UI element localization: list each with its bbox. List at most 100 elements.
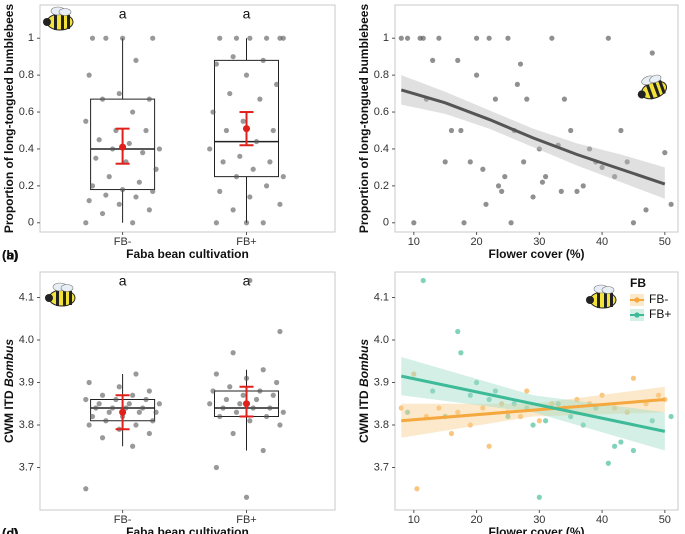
data-point [217,413,223,420]
data-point [599,392,605,398]
data-point [521,159,527,165]
data-point [140,150,146,156]
data-point [136,179,142,185]
data-point [210,109,216,115]
data-point [86,72,92,78]
data-point [420,277,426,284]
y-tick-label: 4.0 [374,334,389,346]
data-point [220,159,226,165]
data-point [605,35,611,41]
data-point [123,405,129,411]
data-point [99,392,106,398]
data-point [655,392,662,398]
data-point [536,418,542,424]
data-point [86,379,92,386]
y-tick-label: 3.8 [374,419,389,431]
mean-point [243,125,250,133]
data-point [467,392,473,398]
data-point [574,188,580,194]
data-point [277,422,283,428]
data-point [150,35,156,41]
plot-frame [394,4,679,233]
data-point [89,413,96,420]
data-point [140,405,146,411]
data-point [150,418,156,424]
data-point [404,35,411,41]
y-tick-label: 3.9 [374,376,389,388]
legend-dot [634,312,640,318]
data-point [220,405,226,411]
data-point [93,155,99,161]
data-point [247,35,253,41]
data-point [99,96,106,102]
data-point [404,409,411,415]
data-point [530,422,536,428]
data-point [83,396,89,403]
data-point [83,220,89,226]
data-point [461,220,467,226]
data-point [263,413,270,420]
y-axis-title: Proportion of long-tongued bumblebees [2,4,16,234]
data-point [233,174,240,180]
x-axis-title: Flower cover (%) [488,525,584,534]
data-point [530,194,536,200]
data-point [207,401,213,407]
data-point [146,388,152,394]
data-point [86,198,92,204]
panel-label: (a) [2,247,18,262]
data-point [649,418,655,424]
data-point [270,392,276,398]
data-point [605,460,611,466]
x-tick-label: FB+ [236,236,256,248]
data-point [213,61,219,67]
data-point [420,35,426,41]
y-tick-label: 0.4 [374,143,389,155]
data-point [133,194,139,200]
data-point [240,118,246,124]
data-point [93,405,99,411]
data-point [263,35,270,41]
data-point [230,207,236,213]
data-point [455,57,461,63]
data-point [398,35,404,41]
data-point [96,137,102,143]
data-point [109,405,116,411]
data-point [153,409,159,415]
data-point [517,413,524,420]
data-point [480,405,486,411]
data-point [126,401,132,407]
data-point [213,220,219,226]
data-point [643,207,649,213]
data-point [280,35,286,41]
data-point [240,392,246,398]
panel-label: (b) [2,247,19,262]
y-axis-title: CWM ITD Bombus [357,339,371,443]
data-point [257,96,263,102]
y-axis-title-italic: Bombus [2,339,16,387]
bee-icon [632,70,670,104]
data-point [580,183,586,189]
data-point [230,54,236,60]
data-point [473,72,480,78]
data-point [223,127,230,134]
significance-letter: a [119,6,127,22]
data-point [430,388,436,394]
data-point [237,153,243,159]
data-point [103,418,109,424]
data-point [630,220,637,226]
data-point [83,118,89,124]
data-point [270,127,276,134]
data-point [542,418,549,424]
data-point [473,35,480,41]
data-point [136,409,142,415]
data-point [133,371,139,377]
data-point [280,409,286,415]
y-tick-label: 1 [383,32,389,44]
data-point [103,35,109,41]
data-point [230,430,236,437]
data-point [113,396,119,403]
data-point [574,396,580,403]
bee-icon [44,282,76,307]
confidence-band [401,386,665,438]
x-tick-label: 10 [408,514,420,526]
